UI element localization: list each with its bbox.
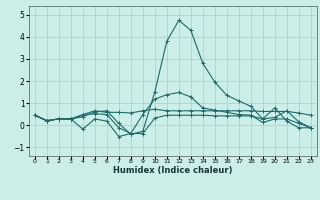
X-axis label: Humidex (Indice chaleur): Humidex (Indice chaleur) [113,166,233,175]
